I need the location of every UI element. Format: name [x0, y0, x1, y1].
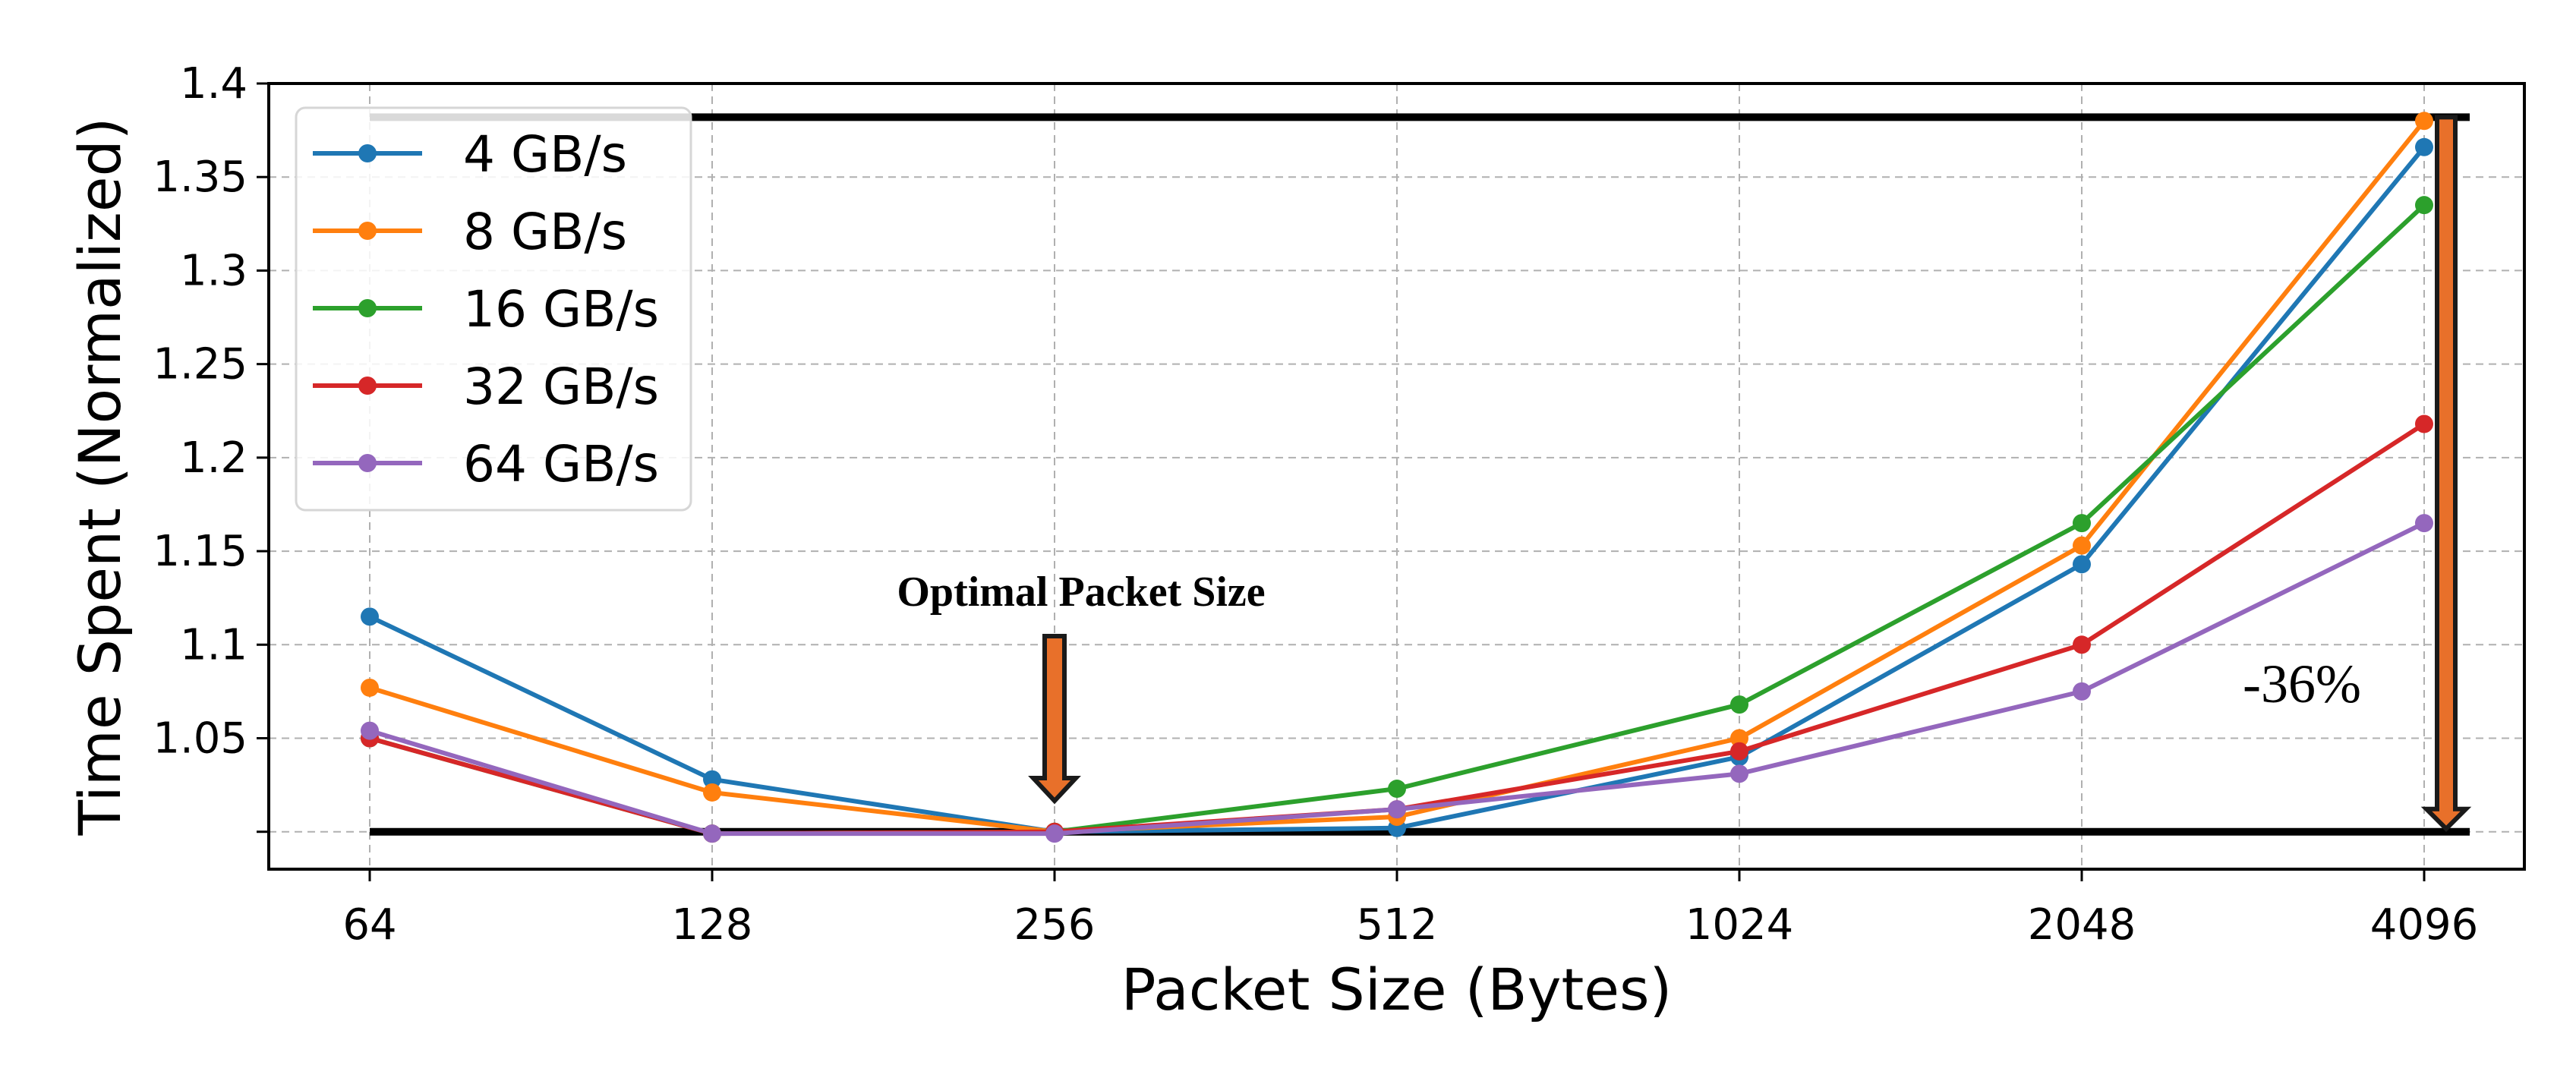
x-tick-label: 4096	[2370, 900, 2479, 950]
reduction-percent-label: -36%	[2243, 654, 2361, 714]
optimal-packet-size-label: Optimal Packet Size	[897, 569, 1265, 616]
reduction-arrow	[2420, 115, 2472, 832]
data-point	[2073, 555, 2091, 574]
data-point	[361, 607, 379, 626]
data-point	[2073, 514, 2091, 533]
data-point	[1730, 742, 1748, 761]
x-tick-label: 512	[1357, 900, 1438, 950]
y-axis-label: Time Spent (Normalized)	[66, 118, 134, 837]
legend-swatch-marker	[358, 144, 377, 162]
x-tick-label: 1024	[1685, 900, 1794, 950]
data-point	[2415, 414, 2433, 433]
legend-box	[295, 106, 692, 512]
legend-swatch-marker	[358, 454, 377, 472]
data-point	[1730, 764, 1748, 783]
legend: 4 GB/s 8 GB/s 16 GB/s 32 GB/s 64 GB/s	[295, 106, 692, 512]
data-point	[703, 783, 721, 802]
y-tick-label: 1.2	[180, 433, 248, 483]
data-point	[2073, 635, 2091, 654]
data-point	[361, 678, 379, 697]
axes: 64 128 256 512 1024 2048 4096 1.4 1.35 1.3 1.25 1.2…	[153, 59, 2478, 950]
data-point	[703, 824, 721, 843]
x-tick-label: 2048	[2028, 900, 2136, 950]
data-point	[1388, 800, 1406, 819]
data-point	[361, 721, 379, 740]
y-tick-label: 1.1	[180, 620, 248, 670]
legend-label: 8 GB/s	[463, 203, 627, 261]
data-point	[2415, 112, 2433, 131]
data-point	[2073, 536, 2091, 555]
series-group	[361, 112, 2433, 843]
x-axis-label: Packet Size (Bytes)	[1121, 956, 1673, 1023]
y-tick-label: 1.3	[180, 246, 248, 295]
y-tick-label: 1.4	[180, 59, 248, 109]
y-tick-label: 1.35	[153, 153, 248, 202]
data-point	[2415, 137, 2433, 156]
y-tick-label: 1.15	[153, 527, 248, 576]
legend-label: 16 GB/s	[463, 280, 659, 339]
data-point	[703, 770, 721, 789]
y-tick-label: 1.05	[153, 714, 248, 764]
y-tick-label: 1.25	[153, 340, 248, 389]
x-tick-label: 128	[672, 900, 753, 950]
data-point	[1730, 695, 1748, 714]
x-tick-label: 64	[342, 900, 396, 950]
data-point	[2415, 514, 2433, 533]
legend-label: 32 GB/s	[463, 358, 659, 416]
legend-swatch-marker	[358, 377, 377, 395]
optimal-arrow	[1028, 634, 1081, 805]
x-tick-label: 256	[1014, 900, 1096, 950]
annotations: Optimal Packet Size -36%	[897, 115, 2472, 832]
data-point	[1045, 824, 1064, 843]
data-point	[1388, 780, 1406, 799]
legend-swatch-marker	[358, 222, 377, 240]
legend-label: 64 GB/s	[463, 435, 659, 493]
data-point	[1730, 729, 1748, 748]
legend-swatch-marker	[358, 299, 377, 317]
legend-label: 4 GB/s	[463, 125, 627, 184]
data-point	[2073, 682, 2091, 701]
data-point	[2415, 196, 2433, 215]
